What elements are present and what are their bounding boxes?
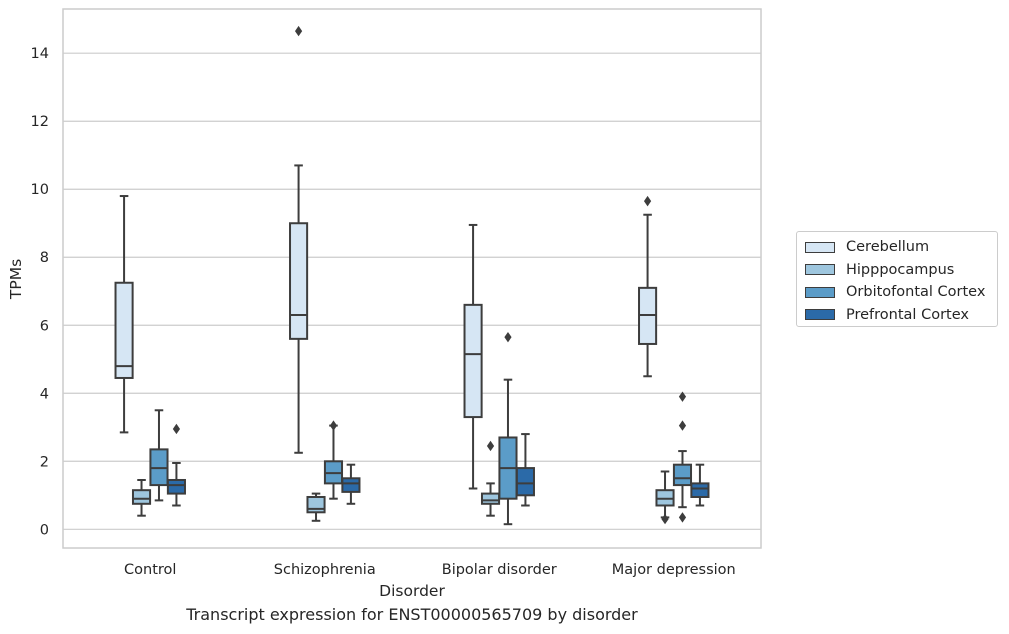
chart-caption: Transcript expression for ENST0000056570… <box>186 605 638 624</box>
outlier-point <box>661 513 669 525</box>
y-tick-label: 4 <box>40 386 49 402</box>
box-orbitofontal-cortex <box>149 409 169 502</box>
x-axis-label: Disorder <box>379 582 445 600</box>
x-tick-label: Control <box>124 562 176 578</box>
box-iqr <box>166 478 186 495</box>
box-iqr <box>289 222 309 340</box>
box-cerebellum <box>114 195 134 434</box>
x-tick-label: Bipolar disorder <box>442 562 557 578</box>
legend-swatch <box>805 264 835 276</box>
box-prefrontal-cortex <box>166 423 186 507</box>
legend-label: Orbitofontal Cortex <box>846 284 986 301</box>
outlier-point <box>486 440 495 452</box>
box-iqr <box>690 482 710 498</box>
box-iqr <box>114 281 134 379</box>
y-axis-label: TPMs <box>7 259 25 300</box>
legend-item: Prefrontal Cortex <box>797 304 997 327</box>
box-iqr <box>463 303 483 419</box>
x-tick-label: Major depression <box>612 562 736 578</box>
box-iqr <box>515 467 535 497</box>
box-cerebellum <box>638 195 658 378</box>
box-cerebellum <box>289 25 309 454</box>
box-orbitofontal-cortex <box>498 331 518 526</box>
outlier-point <box>172 423 181 435</box>
y-tick-label: 2 <box>40 454 49 470</box>
box-hipppocampus <box>480 440 501 517</box>
box-prefrontal-cortex <box>341 463 361 505</box>
legend-swatch <box>805 241 835 253</box>
legend-swatch <box>805 286 835 298</box>
box-hipppocampus <box>306 492 326 522</box>
y-tick-label: 14 <box>31 46 49 62</box>
plot-frame <box>62 8 762 549</box>
box-hipppocampus <box>655 470 675 525</box>
legend-swatch <box>805 309 835 321</box>
box-iqr <box>341 477 361 493</box>
box-prefrontal-cortex <box>515 433 535 507</box>
x-tick-labels: Control Schizophrenia Bipolar disorder Majo… <box>124 562 736 578</box>
outlier-point <box>678 391 687 402</box>
box-prefrontal-cortex <box>690 463 710 507</box>
y-tick-label: 12 <box>31 114 49 130</box>
y-tick-label: 10 <box>31 182 49 198</box>
outlier-point <box>678 512 687 523</box>
legend-label: Hipppocampus <box>846 261 955 278</box>
outlier-point <box>294 25 303 37</box>
legend: Cerebellum Hipppocampus Orbitofontal Corte… <box>796 231 998 327</box>
legend-label: Cerebellum <box>846 239 930 256</box>
y-tick-label: 8 <box>40 250 49 266</box>
box-cerebellum <box>463 223 483 490</box>
outlier-point <box>678 420 687 431</box>
boxplot-marks <box>114 25 710 526</box>
y-tick-labels: 0 2 4 6 8 10 12 14 <box>31 46 49 538</box>
outlier-point <box>504 331 512 343</box>
box-iqr <box>131 489 152 505</box>
gridlines <box>63 52 761 530</box>
y-tick-label: 6 <box>40 318 49 334</box>
box-orbitofontal-cortex <box>323 420 344 500</box>
box-iqr <box>480 492 501 505</box>
legend-label: Prefrontal Cortex <box>846 306 969 323</box>
x-tick-label: Schizophrenia <box>274 562 376 578</box>
outlier-point <box>329 420 338 431</box>
legend-item: Cerebellum <box>797 236 997 259</box>
box-iqr <box>672 463 693 487</box>
box-hipppocampus <box>131 478 152 517</box>
legend-item: Hipppocampus <box>797 259 997 282</box>
y-tick-label: 0 <box>40 522 49 538</box>
box-orbitofontal-cortex <box>672 391 693 523</box>
legend-item: Orbitofontal Cortex <box>797 281 997 304</box>
outlier-point <box>643 195 652 207</box>
box-iqr <box>306 495 326 514</box>
